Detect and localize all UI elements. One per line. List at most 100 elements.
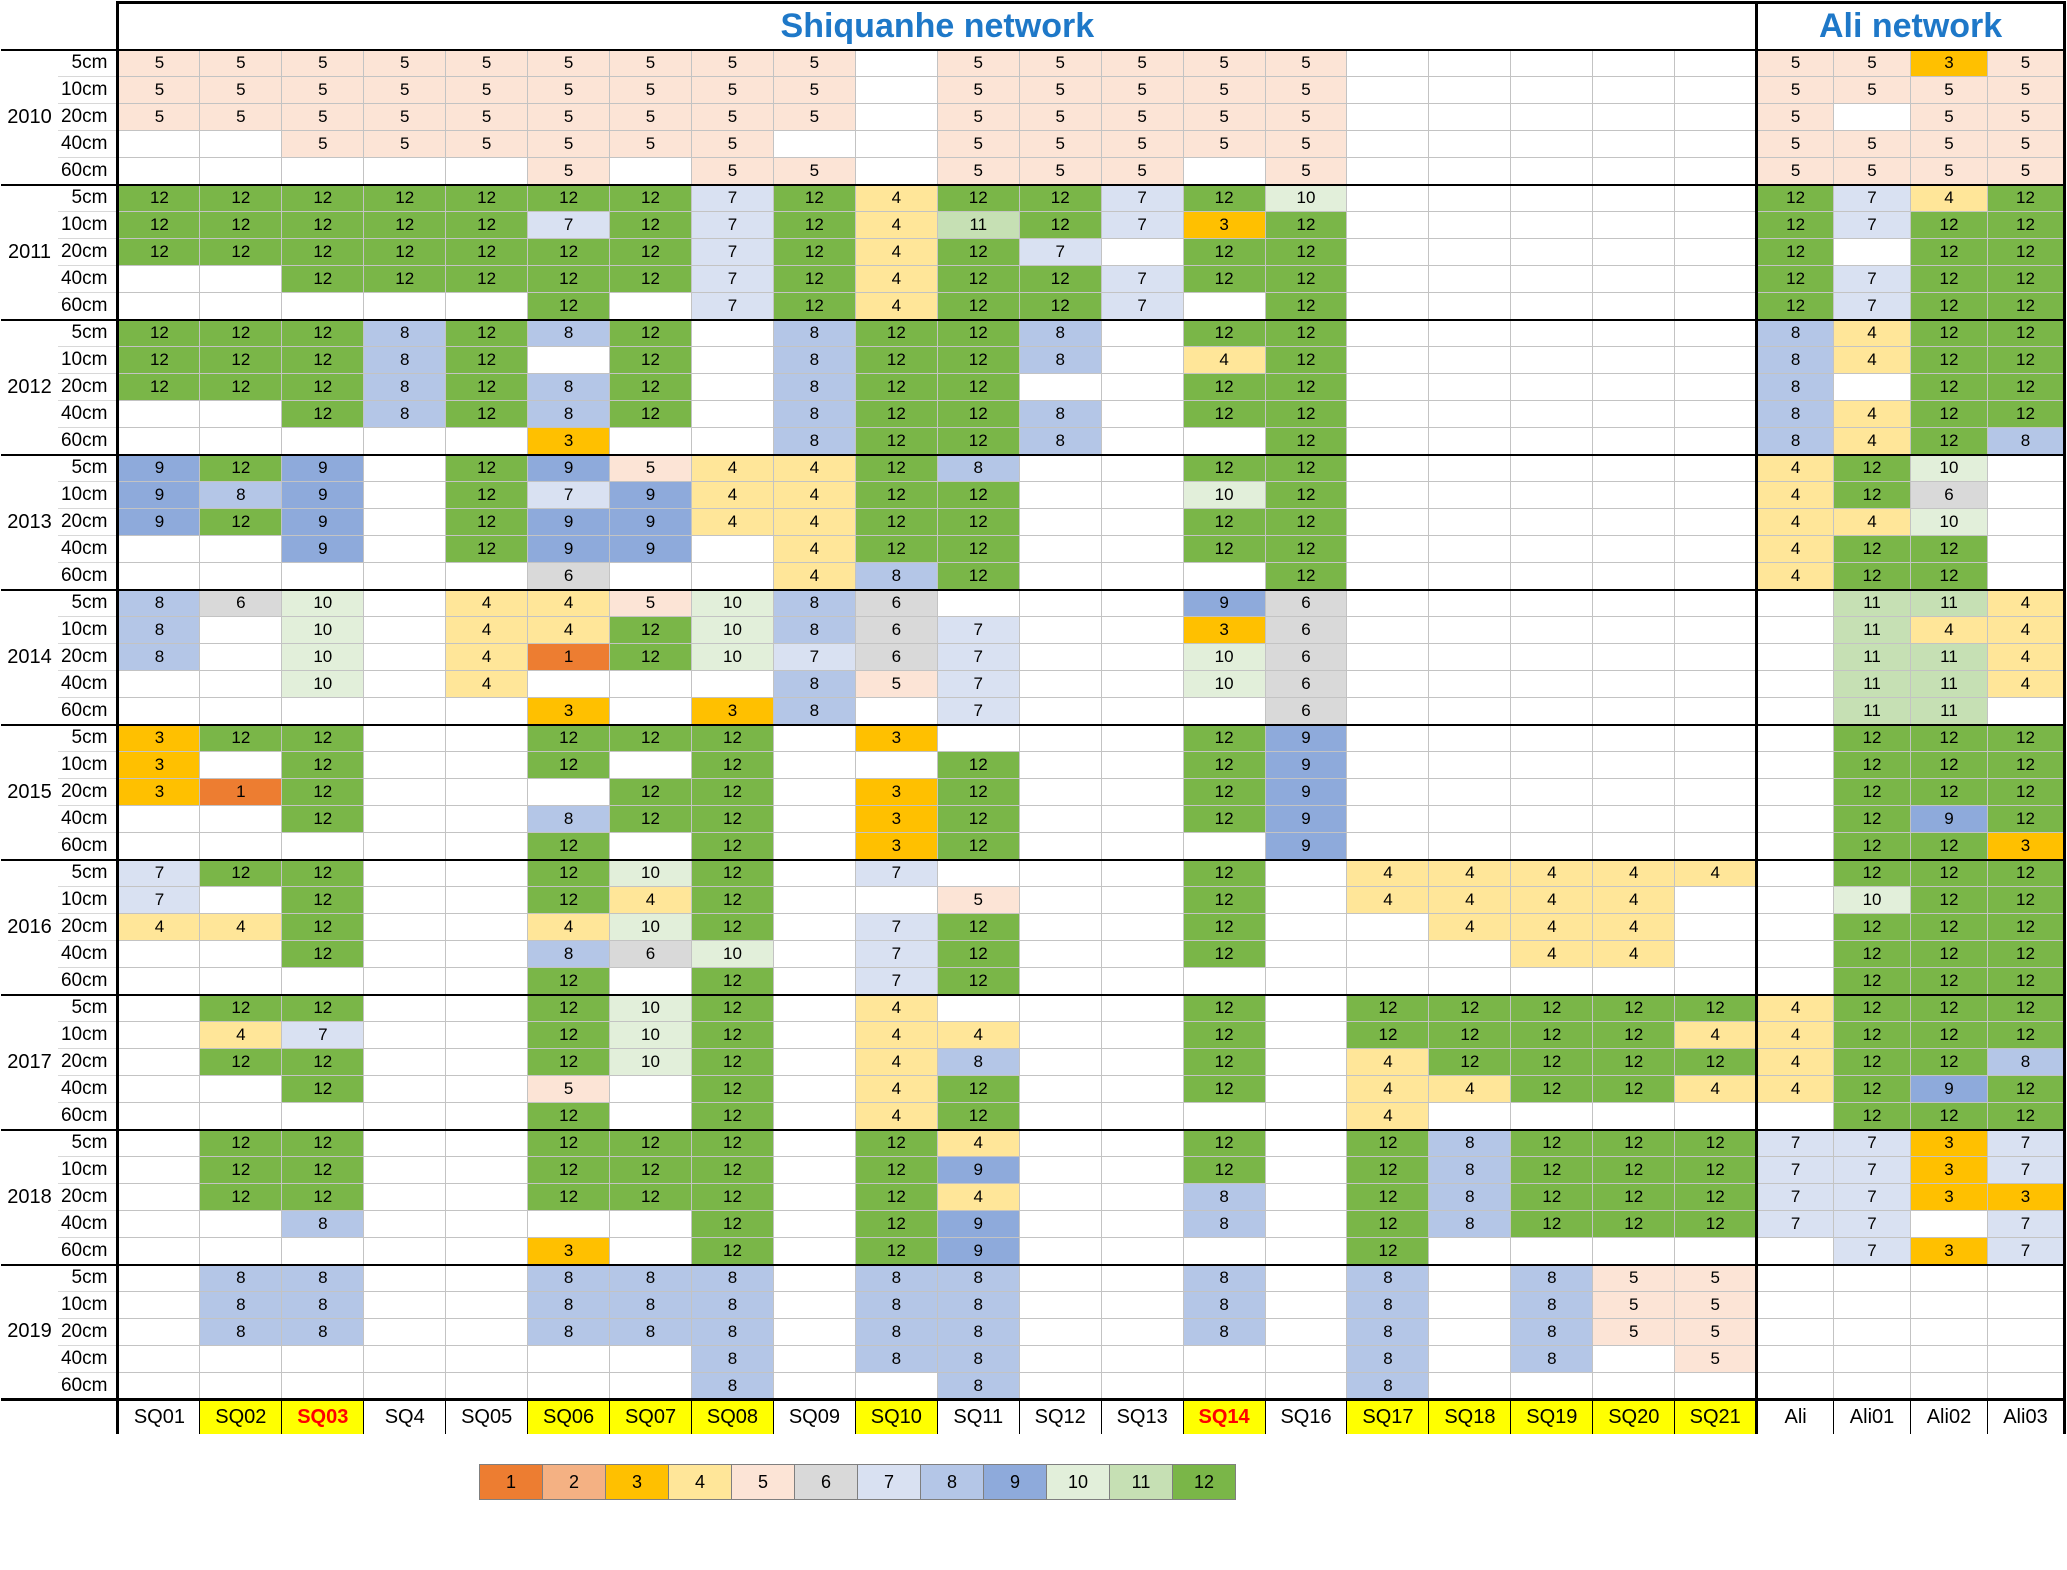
cell-SQ10-2016-60cm: 7 (854, 967, 938, 995)
cell-SQ10-2019-10cm: 8 (854, 1291, 938, 1319)
cell-SQ06-2010-60cm: 5 (527, 157, 611, 185)
cell-Ali02-2011-20cm: 12 (1910, 238, 1988, 266)
cell-SQ14-2016-5cm: 12 (1182, 858, 1266, 887)
cell-Ali03-2012-20cm: 12 (1986, 373, 2067, 401)
cell-SQ02-2016-60cm (199, 967, 283, 995)
cell-SQ11-2014-60cm: 7 (936, 697, 1020, 725)
cell-Ali02-2010-20cm: 5 (1910, 103, 1988, 131)
cell-SQ10-2015-10cm (854, 751, 938, 779)
cell-SQ03-2013-5cm: 9 (281, 453, 365, 482)
cell-Ali-2013-40cm: 4 (1755, 535, 1835, 563)
year-label-2015: 2015 (1, 723, 58, 860)
cell-SQ19-2010-60cm (1510, 157, 1594, 185)
cell-SQ16-2018-20cm (1264, 1183, 1348, 1211)
cell-SQ11-2012-10cm: 12 (936, 346, 1020, 374)
cell-Ali02-2014-40cm: 11 (1910, 670, 1988, 698)
station-label-SQ16: SQ16 (1264, 1398, 1348, 1434)
cell-Ali01-2012-20cm (1833, 373, 1911, 401)
cell-SQ19-2012-10cm (1510, 346, 1594, 374)
cell-SQ14-2018-20cm: 8 (1182, 1183, 1266, 1211)
cell-SQ16-2011-5cm: 10 (1264, 183, 1348, 212)
cell-SQ4-2012-10cm: 8 (363, 346, 447, 374)
cell-SQ20-2011-10cm (1592, 211, 1676, 239)
cell-SQ4-2013-40cm (363, 535, 447, 563)
cell-Ali02-2017-20cm: 12 (1910, 1048, 1988, 1076)
cell-SQ16-2014-60cm: 6 (1264, 697, 1348, 725)
cell-SQ08-2016-60cm: 12 (690, 967, 774, 995)
cell-SQ10-2015-40cm: 3 (854, 805, 938, 833)
cell-SQ17-2011-40cm (1346, 265, 1430, 293)
cell-SQ03-2015-60cm (281, 832, 365, 860)
cell-SQ07-2018-40cm (609, 1210, 692, 1238)
cell-SQ14-2017-5cm: 12 (1182, 993, 1266, 1022)
cell-Ali-2017-60cm (1755, 1102, 1835, 1130)
cell-SQ16-2015-20cm: 9 (1264, 778, 1348, 806)
cell-SQ09-2019-10cm (772, 1291, 856, 1319)
cell-SQ16-2014-5cm: 6 (1264, 588, 1348, 617)
cell-SQ17-2019-20cm: 8 (1346, 1318, 1430, 1346)
cell-SQ01-2012-10cm: 12 (116, 346, 201, 374)
cell-Ali-2017-20cm: 4 (1755, 1048, 1835, 1076)
cell-SQ09-2012-10cm: 8 (772, 346, 856, 374)
cell-SQ08-2011-20cm: 7 (690, 238, 774, 266)
cell-Ali02-2016-10cm: 12 (1910, 886, 1988, 914)
cell-SQ21-2018-60cm (1674, 1237, 1758, 1265)
cell-SQ01-2014-40cm (116, 670, 201, 698)
cell-SQ16-2011-40cm: 12 (1264, 265, 1348, 293)
cell-SQ05-2011-5cm: 12 (445, 183, 529, 212)
cell-SQ07-2014-5cm: 5 (609, 588, 692, 617)
depth-label-2011-40cm: 40cm (57, 265, 119, 293)
cell-SQ05-2011-60cm (445, 292, 529, 320)
cell-Ali02-2016-5cm: 12 (1910, 858, 1988, 887)
cell-SQ13-2016-40cm (1100, 940, 1184, 968)
cell-SQ02-2011-40cm (199, 265, 283, 293)
cell-SQ19-2012-20cm (1510, 373, 1594, 401)
cell-SQ03-2019-60cm (281, 1372, 365, 1400)
cell-SQ10-2010-40cm (854, 130, 938, 158)
cell-SQ02-2019-10cm: 8 (199, 1291, 283, 1319)
cell-SQ18-2013-10cm (1428, 481, 1512, 509)
cell-SQ03-2019-20cm: 8 (281, 1318, 365, 1346)
cell-SQ20-2015-5cm (1592, 723, 1676, 752)
cell-SQ19-2015-20cm (1510, 778, 1594, 806)
cell-Ali02-2013-5cm: 10 (1910, 453, 1988, 482)
cell-SQ09-2011-20cm: 12 (772, 238, 856, 266)
cell-SQ21-2018-20cm: 12 (1674, 1183, 1758, 1211)
cell-Ali01-2013-60cm: 12 (1833, 562, 1911, 590)
cell-SQ10-2010-20cm (854, 103, 938, 131)
cell-SQ10-2012-10cm: 12 (854, 346, 938, 374)
cell-SQ12-2013-20cm (1018, 508, 1102, 536)
depth-label-2015-5cm: 5cm (57, 723, 119, 752)
cell-SQ19-2018-5cm: 12 (1510, 1128, 1594, 1157)
cell-SQ4-2013-20cm (363, 508, 447, 536)
cell-SQ05-2012-60cm (445, 427, 529, 455)
cell-SQ09-2015-20cm (772, 778, 856, 806)
depth-label-2012-40cm: 40cm (57, 400, 119, 428)
cell-SQ06-2011-5cm: 12 (527, 183, 611, 212)
legend-item-2: 2 (542, 1463, 606, 1500)
cell-Ali-2012-20cm: 8 (1755, 373, 1835, 401)
cell-SQ21-2011-40cm (1674, 265, 1758, 293)
cell-SQ13-2018-10cm (1100, 1156, 1184, 1184)
cell-SQ21-2018-5cm: 12 (1674, 1128, 1758, 1157)
cell-Ali03-2017-40cm: 12 (1986, 1075, 2067, 1103)
cell-Ali01-2016-60cm: 12 (1833, 967, 1911, 995)
cell-SQ16-2012-20cm: 12 (1264, 373, 1348, 401)
cell-SQ08-2019-40cm: 8 (690, 1345, 774, 1373)
cell-SQ18-2013-20cm (1428, 508, 1512, 536)
depth-label-2015-20cm: 20cm (57, 778, 119, 806)
cell-SQ14-2010-5cm: 5 (1182, 48, 1266, 77)
cell-SQ11-2013-60cm: 12 (936, 562, 1020, 590)
cell-SQ10-2011-40cm: 4 (854, 265, 938, 293)
cell-SQ10-2011-10cm: 4 (854, 211, 938, 239)
cell-SQ10-2018-60cm: 12 (854, 1237, 938, 1265)
cell-SQ14-2018-5cm: 12 (1182, 1128, 1266, 1157)
cell-SQ03-2015-5cm: 12 (281, 723, 365, 752)
cell-SQ18-2018-60cm (1428, 1237, 1512, 1265)
cell-Ali03-2019-5cm (1986, 1263, 2067, 1292)
depth-label-2019-20cm: 20cm (57, 1318, 119, 1346)
cell-SQ03-2013-40cm: 9 (281, 535, 365, 563)
cell-SQ05-2010-10cm: 5 (445, 76, 529, 104)
cell-SQ11-2015-20cm: 12 (936, 778, 1020, 806)
cell-SQ12-2019-5cm (1018, 1263, 1102, 1292)
